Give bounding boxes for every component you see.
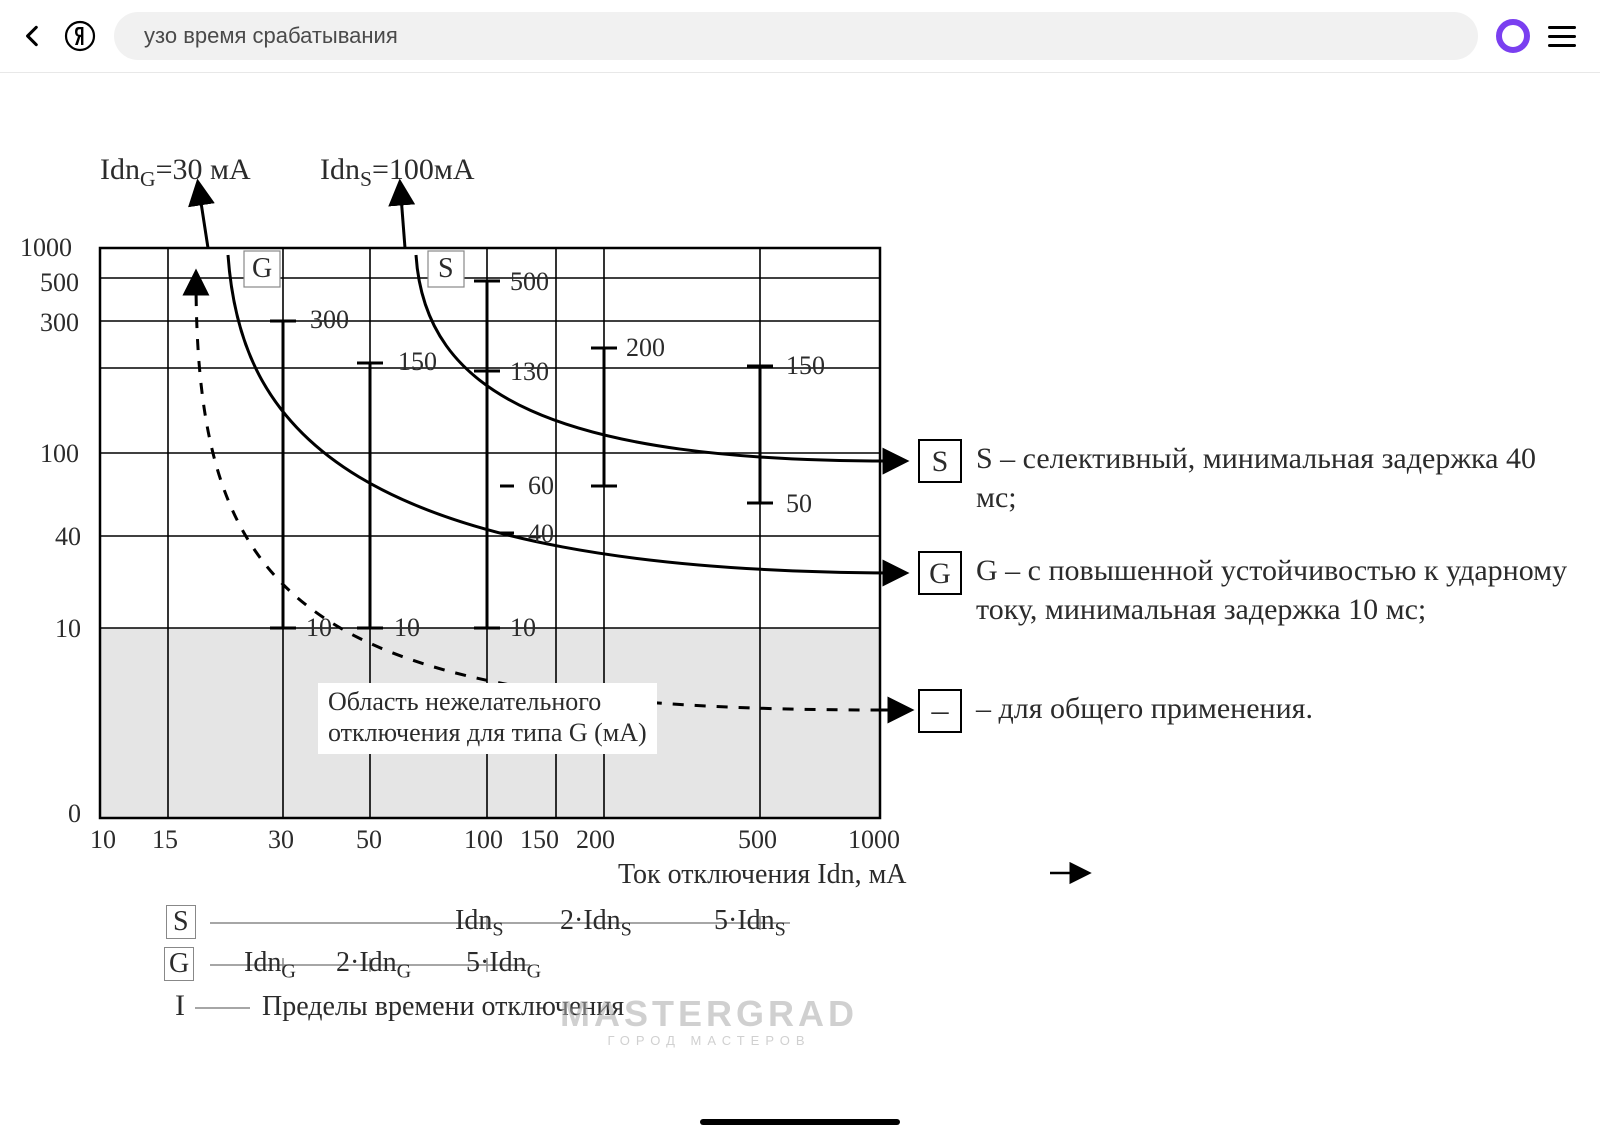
curve-box-g-text: G: [252, 253, 272, 285]
row-s-idns: IdnS: [455, 905, 504, 942]
val-300: 300: [310, 305, 349, 335]
ytick-300: 300: [40, 308, 79, 338]
legend-s: S S – селективный, минимальная задержка …: [918, 439, 1576, 517]
menu-icon[interactable]: [1548, 26, 1576, 47]
g-curve: [228, 255, 905, 573]
val-500: 500: [510, 267, 549, 297]
watermark: MASTERGRAD ГОРОД МАСТЕРОВ: [560, 993, 858, 1048]
val-10c: 10: [510, 613, 536, 643]
val-40: 40: [528, 519, 554, 549]
ytick-40: 40: [55, 522, 81, 552]
search-input[interactable]: [142, 22, 1450, 50]
browser-topbar: [0, 0, 1600, 73]
val-200: 200: [626, 333, 665, 363]
row-s-box: S: [166, 905, 196, 939]
home-indicator: [700, 1119, 900, 1125]
legend-g: G G – с повышенной устойчивостью к ударн…: [918, 551, 1576, 629]
row-g-5idng: 5·IdnG: [466, 947, 541, 984]
search-box[interactable]: [114, 12, 1478, 60]
grid-horizontal: [100, 278, 880, 628]
ytick-100: 100: [40, 439, 79, 469]
legend-dash: – – для общего применения.: [918, 689, 1313, 733]
xtick-1000: 1000: [848, 825, 900, 855]
ytick-1000: 1000: [20, 233, 72, 263]
val-150b: 150: [786, 351, 825, 381]
row-s-2idns: 2·IdnS: [560, 905, 632, 942]
legend-dash-box: –: [918, 689, 962, 733]
x-axis-label: Ток отключения Idn, мА: [618, 859, 907, 891]
legend-dash-text: – для общего применения.: [976, 689, 1313, 728]
row-i-symbol: I: [175, 989, 185, 1023]
val-130: 130: [510, 357, 549, 387]
grey-zone-label: Область нежелательного отключения для ти…: [318, 683, 657, 754]
chart-container: IdnG=30 мА IdnS=100мА G S 1000 500 300 1…: [0, 73, 1600, 1133]
row-s-5idns: 5·IdnS: [714, 905, 786, 942]
xtick-100: 100: [464, 825, 503, 855]
xtick-10: 10: [90, 825, 116, 855]
xtick-150: 150: [520, 825, 559, 855]
yandex-logo-icon[interactable]: [64, 20, 96, 52]
arrow-s-up: [400, 183, 405, 248]
back-icon[interactable]: [20, 23, 46, 49]
xtick-15: 15: [152, 825, 178, 855]
xtick-500: 500: [738, 825, 777, 855]
val-10a: 10: [306, 613, 332, 643]
ytick-10: 10: [55, 614, 81, 644]
xtick-200: 200: [576, 825, 615, 855]
legend-s-box: S: [918, 439, 962, 483]
xtick-30: 30: [268, 825, 294, 855]
alice-icon[interactable]: [1496, 19, 1530, 53]
row-g-box: G: [164, 947, 194, 981]
row-g-2idng: 2·IdnG: [336, 947, 411, 984]
val-60: 60: [528, 471, 554, 501]
val-50: 50: [786, 489, 812, 519]
ytick-0: 0: [68, 799, 81, 829]
row-g-idng: IdnG: [244, 947, 296, 984]
val-10b: 10: [394, 613, 420, 643]
legend-g-box: G: [918, 551, 962, 595]
curve-box-s-text: S: [438, 253, 454, 285]
legend-s-text: S – селективный, минимальная задержка 40…: [976, 439, 1576, 517]
val-150: 150: [398, 347, 437, 377]
xtick-50: 50: [356, 825, 382, 855]
idn-g-header: IdnG=30 мА: [100, 153, 251, 192]
arrow-g-up: [198, 183, 208, 248]
idn-s-header: IdnS=100мА: [320, 153, 475, 192]
ytick-500: 500: [40, 268, 79, 298]
legend-g-text: G – с повышенной устойчивостью к ударном…: [976, 551, 1576, 629]
